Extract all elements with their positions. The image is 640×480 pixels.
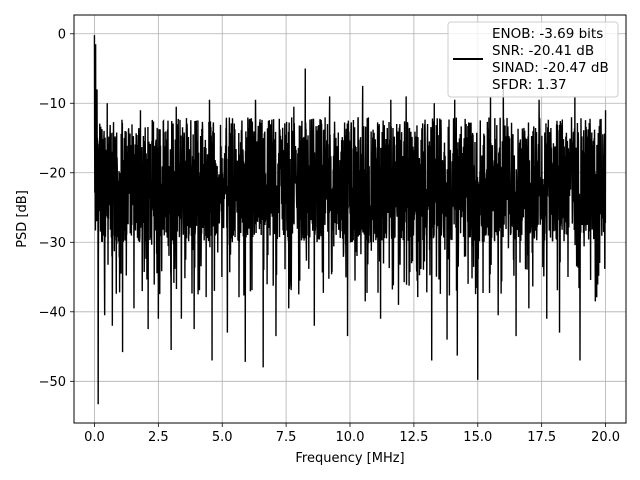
y-axis-label: PSD [dB] [15,190,30,248]
legend-box [447,21,619,98]
plot-area [93,35,607,405]
x-tick-label: 15.0 [463,430,492,445]
legend-sinad: SINAD: -20.47 dB [492,60,609,76]
y-tick-label: −10 [39,97,66,112]
x-tick-label: 20.0 [591,430,620,445]
x-tick-label: 5.0 [212,430,233,445]
x-tick-label: 0.0 [84,430,105,445]
legend-sfdr: SFDR: 1.37 [492,77,567,93]
legend: ENOB: -3.69 bits SNR: -20.41 dB SINAD: -… [447,21,619,98]
y-tick-label: −50 [39,375,66,390]
x-tick-label: 2.5 [148,430,169,445]
x-axis: 0.0 2.5 5.0 7.5 10.0 12.5 15.0 17.5 20.0 [84,423,620,445]
x-tick-label: 12.5 [399,430,428,445]
x-tick-label: 7.5 [276,430,297,445]
y-tick-label: −40 [39,305,66,320]
y-tick-label: −30 [39,236,66,251]
x-axis-label: Frequency [MHz] [295,451,404,466]
x-tick-label: 17.5 [527,430,556,445]
y-axis: 0 −10 −20 −30 −40 −50 [39,27,74,390]
series-line [93,35,607,405]
x-tick-label: 10.0 [336,430,365,445]
legend-enob: ENOB: -3.69 bits [492,26,603,42]
legend-snr: SNR: -20.41 dB [492,43,594,59]
y-tick-label: −20 [39,166,66,181]
y-tick-label: 0 [58,27,66,42]
